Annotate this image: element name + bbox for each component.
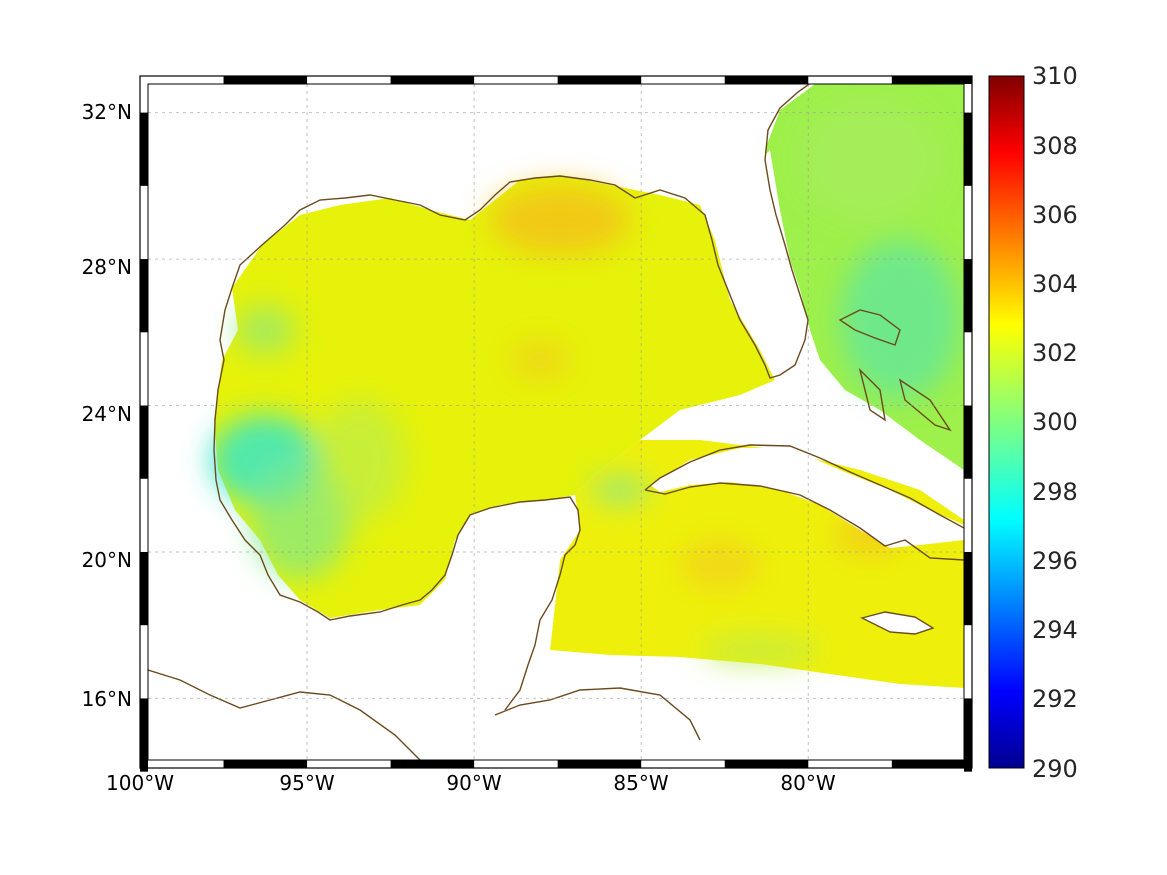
lat-tick-label: 32°N — [82, 100, 132, 124]
lon-tick-label: 95°W — [279, 771, 334, 795]
frame-segment-bottom — [724, 760, 809, 768]
coastlines — [148, 84, 964, 760]
frame-segment-bottom — [223, 760, 308, 768]
cool-patch — [800, 100, 940, 220]
colorbar-gradient — [988, 75, 1025, 769]
frame-segment-top — [557, 76, 642, 84]
frame-segment-bottom — [557, 760, 642, 768]
frame-segment-right — [964, 405, 972, 479]
mexico-gulf-coastline — [213, 287, 581, 711]
warm-patch — [510, 340, 570, 380]
frame-segment-bottom — [891, 760, 972, 768]
cool-patch — [590, 475, 650, 505]
florida-land — [700, 150, 810, 380]
colorbar: 310 308 306 304 302 300 298 296 294 292 … — [988, 62, 1078, 783]
frame-segment-right — [964, 112, 972, 186]
yucatan-land — [420, 495, 580, 700]
map-frame — [139, 75, 973, 772]
colorbar-tick-label: 290 — [1032, 755, 1078, 783]
frame-segment-right — [964, 259, 972, 333]
warm-patch — [680, 540, 760, 590]
colorbar-tick-label: 300 — [1032, 408, 1078, 436]
lat-tick-label: 28°N — [82, 255, 132, 279]
frame-segment-left — [140, 698, 148, 772]
cool-patch — [315, 400, 405, 520]
lat-tick-label: 20°N — [82, 548, 132, 572]
frame-segment-right — [964, 698, 972, 772]
cool-patch — [700, 635, 820, 665]
us-gulf-coastline — [231, 84, 811, 379]
colorbar-tick-label: 292 — [1032, 685, 1078, 713]
frame-segment-bottom — [390, 760, 475, 768]
frame-segment-top — [724, 76, 809, 84]
lon-tick-label: 90°W — [446, 771, 501, 795]
lon-tick-label: 85°W — [613, 771, 668, 795]
colorbar-tick-label: 296 — [1032, 547, 1078, 575]
frame-segment-left — [140, 405, 148, 479]
frame-ticks — [140, 76, 972, 772]
frame-segment-top — [223, 76, 308, 84]
colorbar-tick-label: 294 — [1032, 616, 1078, 644]
warm-patch — [490, 185, 630, 255]
lat-tick-label: 24°N — [82, 402, 132, 426]
cuba-coastline — [644, 444, 964, 561]
frame-segment-left — [140, 551, 148, 626]
colorbar-tick-label: 306 — [1032, 201, 1078, 229]
lon-tick-label: 80°W — [780, 771, 835, 795]
lon-tick-label: 100°W — [106, 771, 174, 795]
frame-segment-top — [390, 76, 475, 84]
cool-patch — [840, 240, 960, 400]
central-america-coastline — [148, 669, 421, 760]
colorbar-tick-label: 298 — [1032, 478, 1078, 506]
colorbar-tick-labels: 310 308 306 304 302 300 298 296 294 292 … — [1032, 62, 1078, 783]
colorbar-tick-label: 302 — [1032, 339, 1078, 367]
frame-segment-left — [140, 112, 148, 186]
honduras-coastline — [494, 687, 701, 741]
colorbar-tick-label: 304 — [1032, 270, 1078, 298]
jamaica-coastline — [860, 611, 935, 635]
frame-segment-top — [891, 76, 972, 84]
lat-tick-label: 16°N — [82, 687, 132, 711]
bahamas-coastline — [838, 309, 952, 432]
sst-field — [210, 84, 964, 688]
frame-segment-left — [140, 259, 148, 333]
frame-segment-right — [964, 551, 972, 626]
colorbar-tick-label: 310 — [1032, 62, 1078, 90]
lon-tick-labels: 100°W 95°W 90°W 85°W 80°W — [106, 771, 836, 795]
cool-patch — [235, 305, 295, 355]
lat-tick-labels: 32°N 28°N 24°N 20°N 16°N — [82, 100, 132, 711]
colorbar-tick-label: 308 — [1032, 132, 1078, 160]
